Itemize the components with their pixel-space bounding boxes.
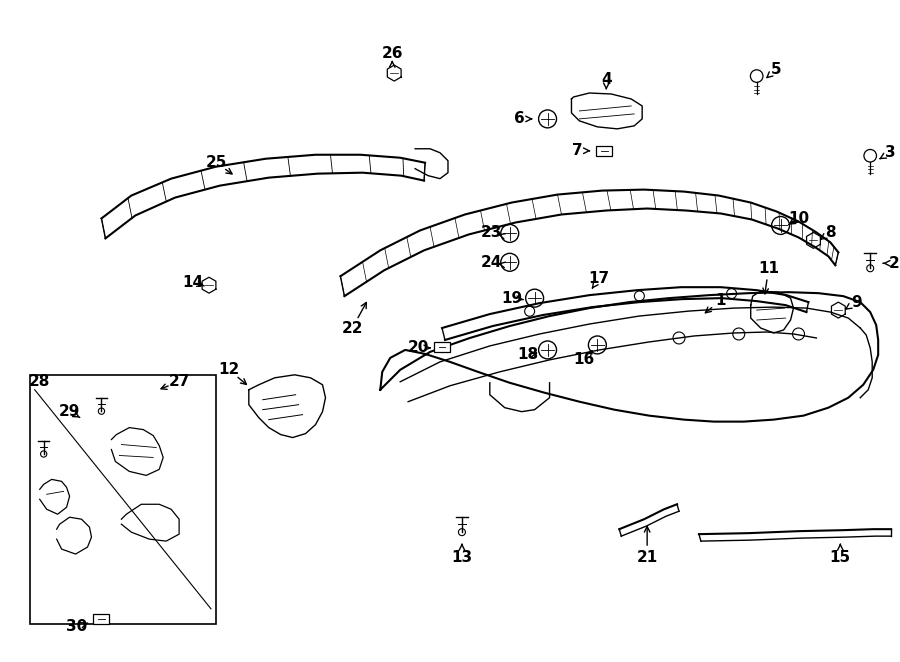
Text: 19: 19 — [501, 291, 522, 306]
Text: 3: 3 — [885, 145, 895, 160]
Text: 13: 13 — [452, 549, 472, 565]
Text: 17: 17 — [589, 271, 610, 286]
Text: 20: 20 — [408, 340, 428, 355]
Text: 9: 9 — [851, 295, 861, 310]
Text: 26: 26 — [382, 46, 403, 61]
Text: 29: 29 — [58, 404, 80, 419]
Text: 15: 15 — [830, 549, 850, 565]
Text: 2: 2 — [888, 256, 899, 271]
Text: 4: 4 — [601, 71, 612, 87]
Text: 16: 16 — [574, 352, 595, 367]
Text: 1: 1 — [716, 293, 726, 308]
Text: 30: 30 — [66, 619, 87, 634]
Text: 5: 5 — [771, 62, 782, 77]
Text: 22: 22 — [342, 320, 363, 336]
Bar — [434, 342, 450, 352]
Text: 27: 27 — [168, 374, 190, 389]
Bar — [597, 146, 612, 156]
Text: 10: 10 — [788, 211, 809, 226]
Text: 25: 25 — [205, 155, 227, 170]
Text: 7: 7 — [572, 143, 583, 158]
Text: 28: 28 — [29, 374, 50, 389]
Text: 21: 21 — [636, 549, 658, 565]
Text: 23: 23 — [482, 225, 502, 240]
Text: 11: 11 — [758, 261, 779, 276]
Bar — [94, 614, 110, 624]
Text: 8: 8 — [825, 225, 836, 240]
Text: 12: 12 — [219, 362, 239, 377]
Bar — [30, 375, 216, 624]
Text: 6: 6 — [514, 111, 525, 126]
Text: 14: 14 — [183, 275, 203, 290]
Text: 24: 24 — [482, 255, 502, 270]
Text: 18: 18 — [518, 348, 538, 362]
